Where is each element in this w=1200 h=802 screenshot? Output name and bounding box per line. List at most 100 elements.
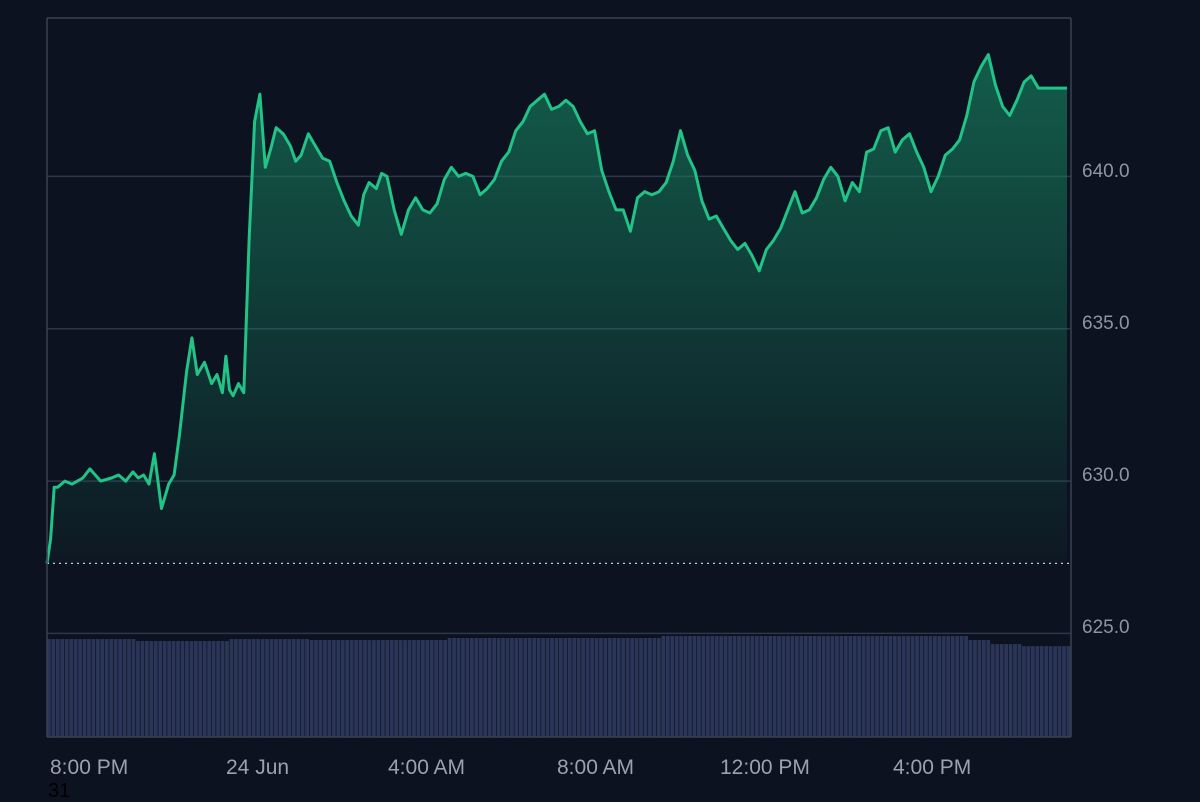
volume-bar bbox=[999, 644, 1004, 737]
volume-bar bbox=[260, 639, 265, 737]
volume-bar bbox=[220, 641, 225, 737]
volume-bar bbox=[710, 636, 715, 737]
volume-bar bbox=[336, 640, 341, 737]
volume-bar bbox=[514, 638, 519, 737]
volume-bar bbox=[835, 636, 839, 737]
volume-bar bbox=[919, 636, 924, 737]
volume-bar bbox=[287, 639, 292, 737]
volume-bar bbox=[839, 636, 844, 737]
volume-bar bbox=[269, 639, 274, 737]
volume-bar bbox=[202, 641, 207, 737]
volume-bar bbox=[567, 638, 572, 737]
volume-bar bbox=[630, 638, 635, 737]
volume-bar bbox=[394, 640, 399, 737]
volume-bar bbox=[607, 638, 612, 737]
volume-bar bbox=[376, 640, 381, 737]
volume-bar bbox=[340, 640, 345, 737]
volume-bar bbox=[674, 636, 679, 737]
volume-bar bbox=[323, 640, 327, 737]
volume-bar bbox=[679, 636, 683, 737]
volume-bar bbox=[434, 640, 439, 737]
volume-bar bbox=[585, 638, 590, 737]
volume-bar bbox=[300, 639, 305, 737]
volume-bar bbox=[701, 636, 706, 737]
volume-bar bbox=[821, 636, 826, 737]
volume-bar bbox=[318, 640, 323, 737]
volume-bar bbox=[305, 639, 310, 737]
volume-bar bbox=[149, 641, 154, 737]
volume-bar bbox=[670, 636, 675, 737]
volume-bar bbox=[1053, 646, 1057, 737]
volume-bar bbox=[443, 640, 448, 737]
volume-bar bbox=[403, 640, 407, 737]
volume-bar bbox=[870, 636, 875, 737]
volume-bar bbox=[233, 639, 238, 737]
volume-bar bbox=[309, 640, 314, 737]
volume-bar bbox=[763, 636, 768, 737]
volume-bar bbox=[478, 638, 483, 737]
volume-bar bbox=[358, 640, 363, 737]
volume-bar bbox=[768, 636, 773, 737]
x-tick-label: 8:00 AM bbox=[557, 756, 635, 779]
volume-bar bbox=[786, 636, 790, 737]
volume-bar bbox=[616, 638, 621, 737]
volume-bar bbox=[73, 639, 78, 737]
volume-bar bbox=[817, 636, 822, 737]
volume-bar bbox=[581, 638, 586, 737]
volume-bar bbox=[291, 639, 296, 737]
volume-bar bbox=[781, 636, 786, 737]
volume-bar bbox=[176, 641, 180, 737]
volume-bar bbox=[603, 638, 608, 737]
volume-bar bbox=[705, 636, 710, 737]
volume-bar bbox=[563, 638, 568, 737]
volume-bar bbox=[1066, 646, 1071, 737]
volume-bar bbox=[888, 636, 893, 737]
volume-bar bbox=[363, 640, 367, 737]
volume-bar bbox=[652, 638, 657, 737]
volume-bar bbox=[238, 639, 243, 737]
volume-bar bbox=[496, 638, 501, 737]
volume-bar bbox=[590, 638, 594, 737]
volume-bar bbox=[808, 636, 813, 737]
volume-bar bbox=[198, 641, 203, 737]
volume-bar bbox=[349, 640, 354, 737]
volume-bar bbox=[665, 636, 670, 737]
volume-bar bbox=[1039, 646, 1044, 737]
volume-bar bbox=[741, 636, 746, 737]
volume-bar bbox=[901, 636, 906, 737]
volume-bar bbox=[719, 636, 724, 737]
volume-bar bbox=[928, 636, 933, 737]
volume-bar bbox=[750, 636, 755, 737]
volume-bar bbox=[256, 639, 261, 737]
volume-bar bbox=[100, 639, 105, 737]
volume-bar bbox=[532, 638, 537, 737]
volume-bar bbox=[82, 639, 87, 737]
volume-bar bbox=[777, 636, 781, 737]
volume-bar bbox=[728, 636, 732, 737]
volume-bar bbox=[848, 636, 853, 737]
volume-bar bbox=[621, 638, 626, 737]
volume-bar bbox=[790, 636, 795, 737]
volume-bar bbox=[278, 639, 283, 737]
volume-bar bbox=[745, 636, 750, 737]
volume-bar bbox=[897, 636, 902, 737]
volume-bar bbox=[737, 636, 741, 737]
volume-bar bbox=[639, 638, 643, 737]
volume-bar bbox=[60, 639, 65, 737]
volume-bar bbox=[772, 636, 777, 737]
volume-bar bbox=[367, 640, 372, 737]
volume-bar bbox=[1030, 646, 1035, 737]
volume-bar bbox=[1048, 646, 1053, 737]
volume-bar bbox=[973, 640, 977, 737]
volume-bar bbox=[1044, 646, 1049, 737]
volume-bar bbox=[576, 638, 581, 737]
volume-bar bbox=[843, 636, 848, 737]
volume-bar bbox=[242, 639, 247, 737]
volume-bar bbox=[688, 636, 692, 737]
volume-bar bbox=[1022, 646, 1026, 737]
stray-label: 31 bbox=[48, 780, 71, 802]
volume-bar bbox=[447, 638, 452, 737]
volume-bar bbox=[282, 639, 287, 737]
volume-bar bbox=[314, 640, 318, 737]
volume-bar bbox=[109, 639, 114, 737]
